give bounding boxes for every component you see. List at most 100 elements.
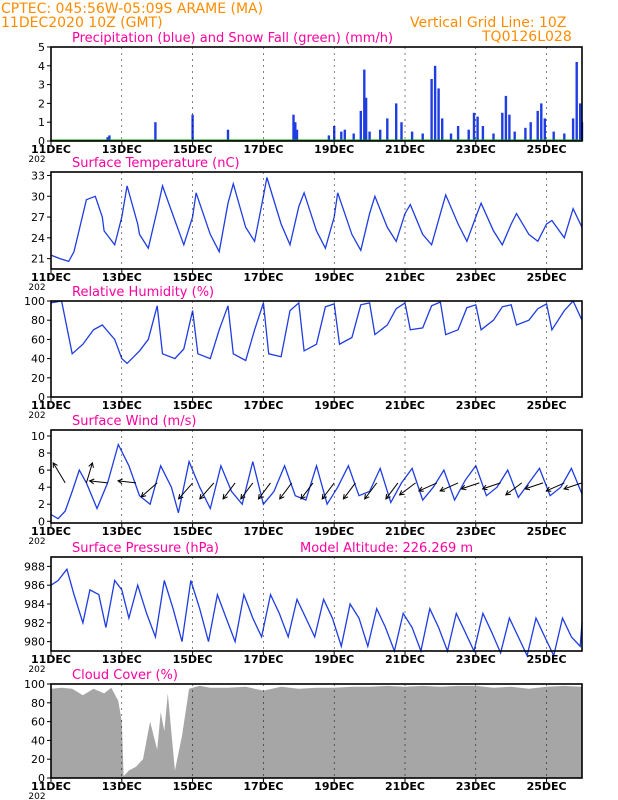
y-tick-label: 60 — [31, 716, 45, 729]
precip-bar — [579, 103, 582, 141]
y-tick-label: 33 — [31, 169, 45, 182]
x-tick-label: 11DEC — [31, 525, 71, 538]
y-tick-label: 20 — [31, 372, 45, 385]
x-tick-label: 19DEC — [314, 143, 354, 156]
precip-bar — [191, 114, 194, 141]
y-tick-label: 4 — [38, 60, 45, 73]
y-tick-label: 100 — [24, 295, 45, 308]
x-tick-label: 11DEC — [31, 399, 71, 412]
precip-bar — [433, 65, 437, 141]
precip-bar — [467, 129, 470, 141]
cloud-title: Cloud Cover (%) — [72, 668, 178, 683]
precip-bar — [343, 129, 346, 141]
pres-subtitle: Model Altitude: 226.269 m — [300, 541, 473, 556]
y-tick-label: 30 — [31, 190, 45, 203]
y-tick-label: 80 — [31, 697, 45, 710]
wind-title: Surface Wind (m/s) — [72, 414, 196, 429]
y-tick-label: 4 — [38, 481, 45, 494]
precip-bar — [456, 126, 460, 141]
rh-frame — [50, 300, 583, 398]
precip-bar — [476, 116, 479, 141]
y-tick-label: 40 — [31, 353, 45, 366]
y-tick-label: 988 — [24, 560, 45, 573]
wind-arrow-shaft — [385, 482, 399, 500]
x-tick-label: 23DEC — [456, 780, 496, 793]
wind-arrow-head — [524, 484, 531, 491]
x-tick-label: 17DEC — [243, 271, 283, 284]
pres-series-line — [50, 567, 583, 658]
wind-arrow-shaft — [140, 482, 158, 498]
precip-bar — [327, 135, 331, 141]
wind-arrow-head — [364, 493, 370, 500]
precip-bar — [449, 133, 453, 141]
y-tick-label: 3 — [38, 79, 45, 92]
x-tick-label: 21DEC — [385, 525, 425, 538]
temp-title: Surface Temperature (nC) — [72, 156, 240, 171]
wind-arrow-head — [222, 493, 228, 500]
x-tick-label: 21DEC — [385, 271, 425, 284]
x-tick-label: 13DEC — [102, 525, 142, 538]
y-tick-label: 24 — [31, 232, 45, 245]
y-tick-label: 27 — [31, 211, 45, 224]
x-tick-label: 11DEC — [31, 271, 71, 284]
x-year-stub: 202 — [28, 155, 45, 165]
x-tick-label: 17DEC — [243, 780, 283, 793]
wind-arrow-head — [279, 493, 285, 500]
precip-bar — [481, 126, 485, 141]
precip-bar — [106, 137, 109, 141]
precip-bar — [504, 95, 508, 141]
precip-bar — [472, 112, 476, 141]
wind-arrow-shaft — [342, 482, 356, 500]
wind-arrow-head — [199, 493, 205, 500]
wind-arrow-shaft — [85, 462, 93, 484]
wind-arrow-head — [460, 484, 467, 491]
y-tick-label: 5 — [38, 41, 45, 54]
wind-arrow-shaft — [418, 482, 438, 492]
y-tick-label: 0 — [38, 515, 45, 528]
precip-bar — [368, 131, 371, 141]
precip-bar — [226, 129, 230, 141]
precip-bar — [379, 129, 382, 141]
y-tick-label: 80 — [31, 314, 45, 327]
x-tick-label: 23DEC — [456, 525, 496, 538]
precip-bar — [543, 118, 546, 141]
x-tick-label: 11DEC — [31, 653, 71, 666]
x-tick-label: 13DEC — [102, 271, 142, 284]
y-tick-label: 100 — [24, 678, 45, 691]
wind-arrow-shaft — [117, 480, 137, 484]
wind-arrow-shaft — [364, 482, 378, 500]
x-tick-label: 19DEC — [314, 399, 354, 412]
y-tick-label: 0 — [38, 772, 45, 785]
wind-arrow-head — [257, 493, 264, 500]
cloud-cover-area — [51, 685, 582, 778]
precip-bar — [430, 79, 433, 141]
wind-arrow-shaft — [240, 482, 254, 500]
x-tick-label: 23DEC — [456, 271, 496, 284]
precip-bar — [501, 112, 504, 141]
wind-arrow-shaft — [461, 482, 480, 490]
wind-arrow-head — [545, 486, 552, 492]
wind-arrow-shaft — [546, 482, 565, 492]
wind-arrow-shaft — [279, 482, 293, 500]
wind-arrow-head — [439, 486, 446, 492]
x-tick-label: 15DEC — [173, 780, 213, 793]
header-station: CPTEC: 045:56W-05:09S ARAME (MA) — [1, 1, 264, 17]
wind-arrow-head — [240, 493, 246, 500]
y-tick-label: 982 — [24, 617, 45, 630]
y-tick-label: 0 — [38, 391, 45, 404]
precip-bar — [294, 122, 297, 141]
x-tick-label: 21DEC — [385, 780, 425, 793]
x-tick-label: 19DEC — [314, 525, 354, 538]
x-year-stub: 202 — [28, 411, 45, 421]
header-model: TQ0126L028 — [482, 29, 572, 45]
wind-arrow-shaft — [199, 482, 215, 500]
precip-bar — [295, 129, 299, 141]
precip-frame — [50, 46, 583, 142]
precip-bar — [395, 103, 398, 141]
x-tick-label: 15DEC — [173, 525, 213, 538]
x-tick-label: 17DEC — [243, 143, 283, 156]
wind-arrow-shaft — [505, 482, 523, 496]
pres-frame — [50, 556, 583, 652]
wind-arrow-shaft — [89, 480, 108, 484]
x-tick-label: 17DEC — [243, 653, 283, 666]
